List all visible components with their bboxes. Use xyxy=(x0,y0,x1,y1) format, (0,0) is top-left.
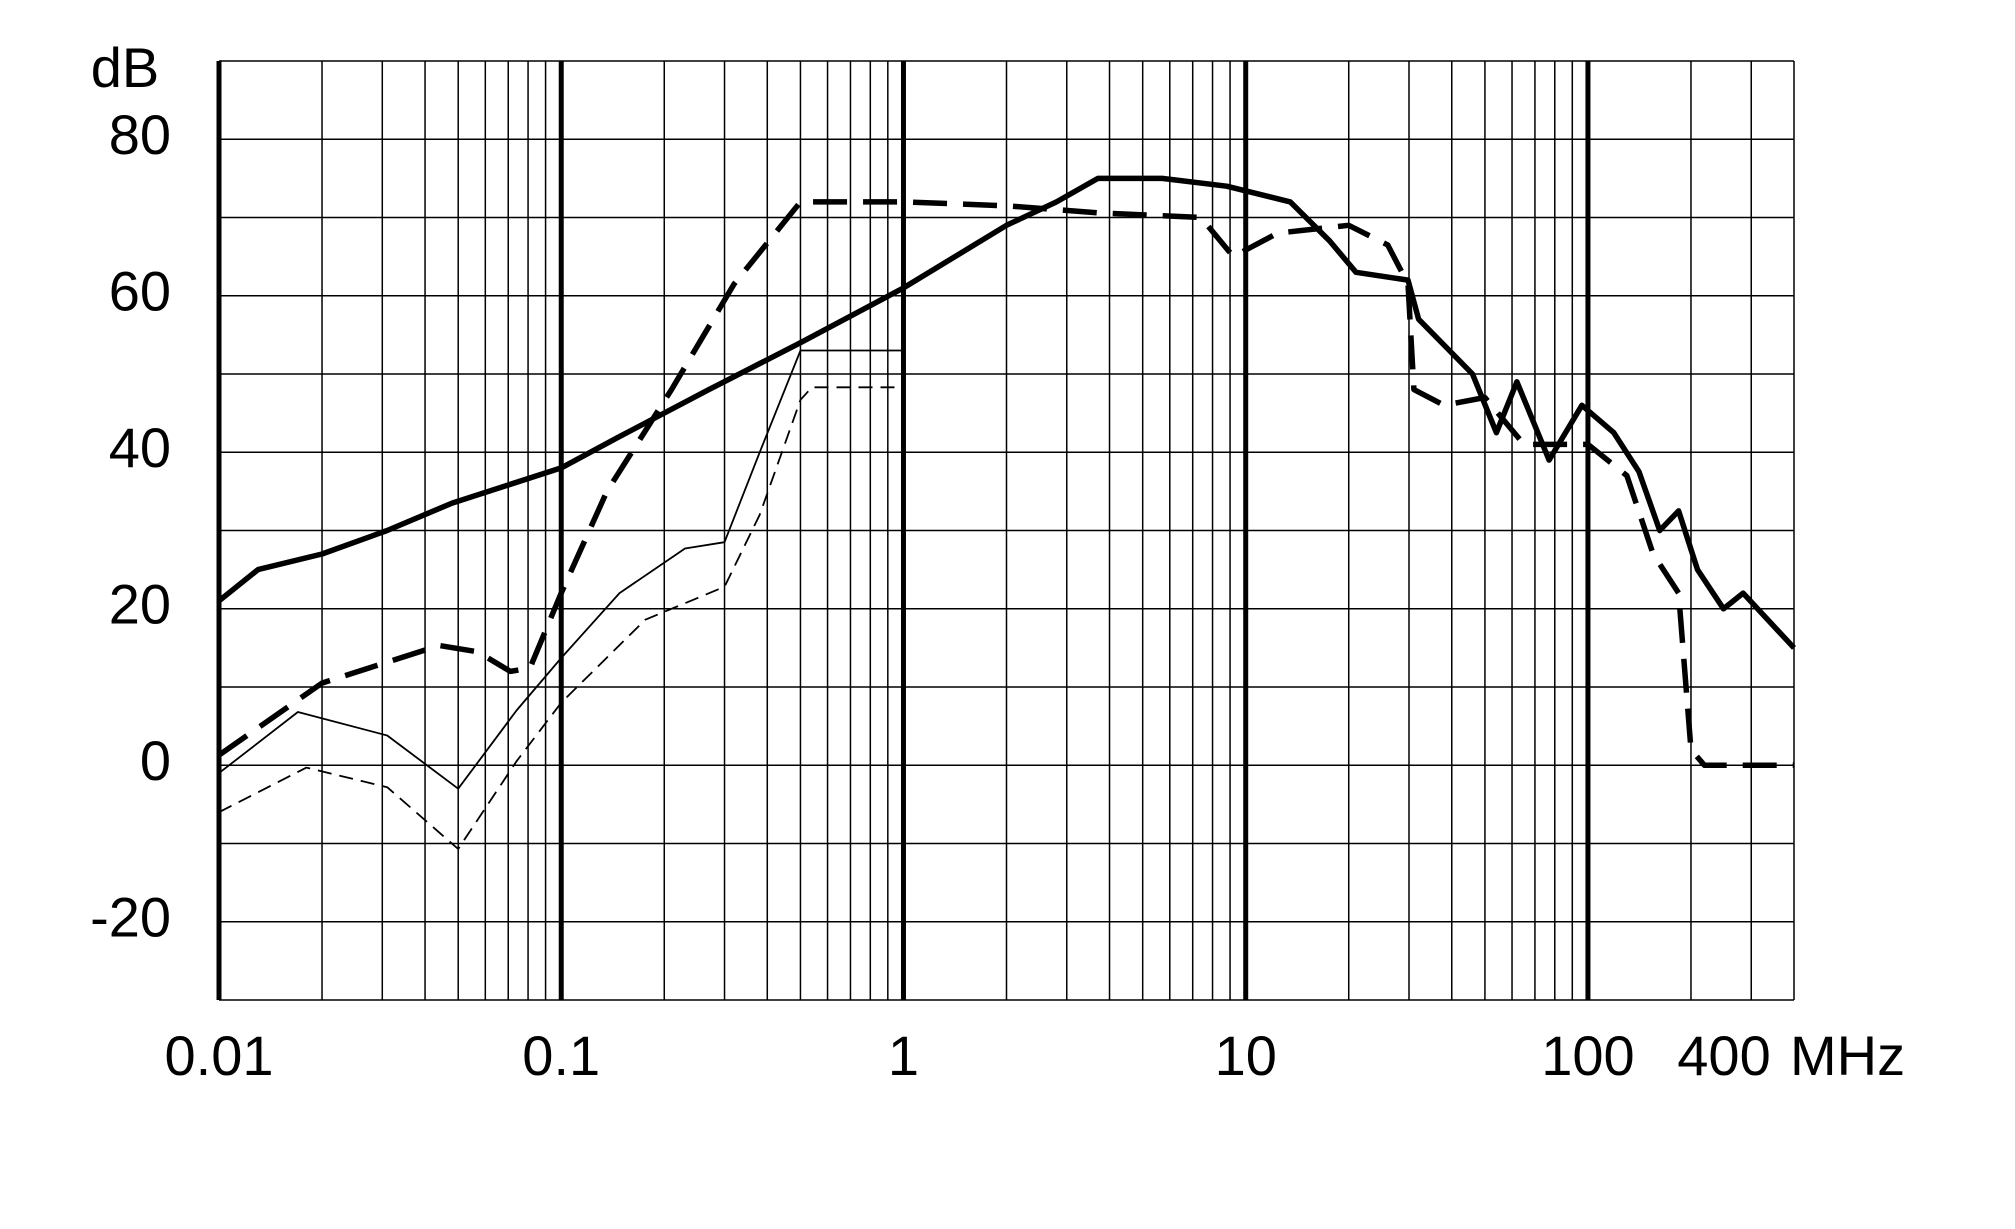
y-tick-label: -20 xyxy=(90,886,171,949)
x-tick-label: 10 xyxy=(1215,1024,1277,1087)
x-axis-label: MHz xyxy=(1790,1024,1905,1087)
x-tick-label: 1 xyxy=(888,1024,919,1087)
data-line xyxy=(218,386,904,850)
y-tick-label: 80 xyxy=(109,103,171,166)
y-tick-label: 60 xyxy=(109,260,171,323)
x-tick-label: 0.1 xyxy=(522,1024,600,1087)
x-tick-label: 0.01 xyxy=(165,1024,274,1087)
y-tick-label: 20 xyxy=(109,573,171,636)
x-tick-label: 100 xyxy=(1541,1024,1634,1087)
data-line xyxy=(218,349,904,790)
data-line xyxy=(217,175,1797,650)
y-tick-label: 40 xyxy=(109,416,171,479)
data-line xyxy=(217,199,1794,769)
x-tick-label: 400 xyxy=(1677,1024,1770,1087)
y-tick-label: 0 xyxy=(140,729,171,792)
y-axis-label: dB xyxy=(91,36,160,99)
